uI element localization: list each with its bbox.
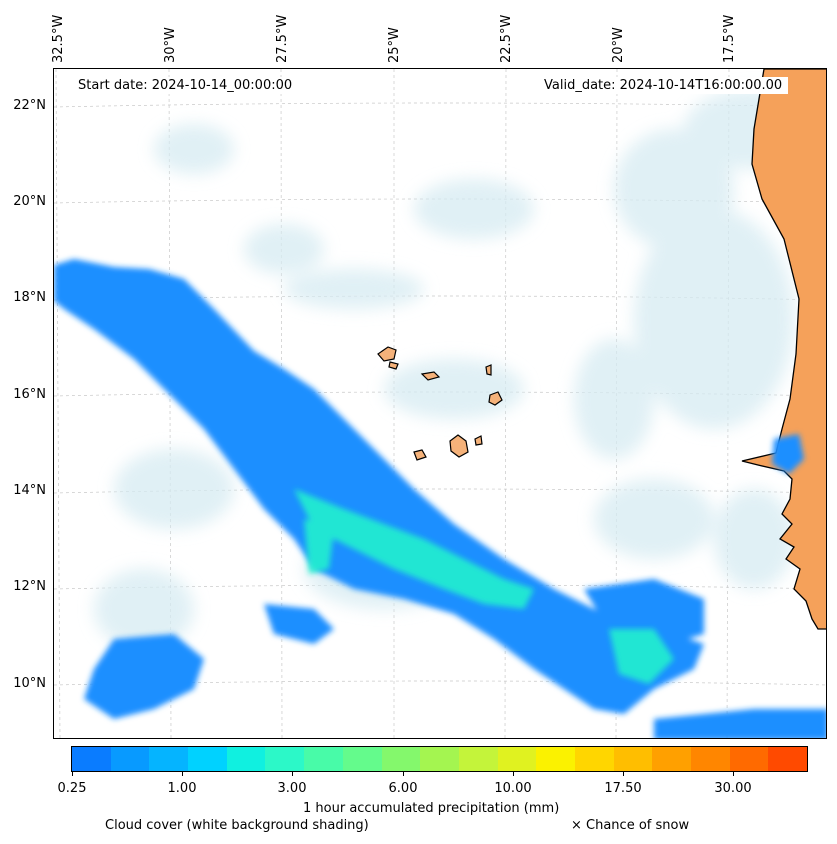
valid-date-label: Valid_date: 2024-10-14T16:00:00.00 [538, 77, 789, 94]
map-panel [53, 68, 827, 739]
cloud-cover-shading [94, 89, 824, 649]
lat-label: 18°N [13, 290, 46, 305]
colorbar-swatch [149, 747, 189, 771]
lat-label: 22°N [13, 98, 46, 113]
colorbar-swatch [574, 747, 614, 771]
lat-label: 14°N [13, 483, 46, 498]
lon-label: 25°W [387, 27, 402, 63]
colorbar-swatch [497, 747, 537, 771]
colorbar-tickmark [292, 772, 293, 776]
lon-label: 22.5°W [499, 14, 514, 63]
lon-label: 30°W [163, 27, 178, 63]
colorbar-tick-label: 0.25 [57, 781, 87, 796]
colorbar-swatch [265, 747, 305, 771]
colorbar-swatch [613, 747, 653, 771]
lon-label: 20°W [611, 27, 626, 63]
snow-legend: × Chance of snow [571, 818, 690, 833]
colorbar-swatch [304, 747, 343, 771]
precipitation-map [54, 69, 826, 738]
lat-label: 12°N [13, 579, 46, 594]
precipitation-colorbar [71, 746, 808, 772]
colorbar-tick-label: 3.00 [277, 781, 307, 796]
colorbar-tickmark [513, 772, 514, 776]
lon-label: 32.5°W [51, 14, 66, 63]
colorbar-swatch [652, 747, 691, 771]
colorbar-swatch [691, 747, 730, 771]
start-date-label: Start date: 2024-10-14_00:00:00 [72, 77, 299, 94]
lat-label: 16°N [13, 387, 46, 402]
colorbar-swatch [458, 747, 498, 771]
colorbar-tick-label: 30.00 [714, 781, 752, 796]
precipitation-band [54, 259, 826, 738]
colorbar-swatch [110, 747, 150, 771]
colorbar-swatch [420, 747, 459, 771]
colorbar-swatch [342, 747, 382, 771]
lon-label: 27.5°W [275, 14, 290, 63]
lat-label: 20°N [13, 194, 46, 209]
colorbar-tickmark [403, 772, 404, 776]
colorbar-swatch [729, 747, 769, 771]
colorbar-swatch [72, 747, 111, 771]
colorbar-tickmark [72, 772, 73, 776]
lat-label: 10°N [13, 676, 46, 691]
colorbar-tick-label: 10.00 [494, 781, 532, 796]
colorbar-tick-label: 6.00 [388, 781, 418, 796]
cabo-verde-islands [377, 346, 503, 461]
colorbar-tickmark [623, 772, 624, 776]
colorbar-tick-label: 1.00 [167, 781, 197, 796]
colorbar-label: 1 hour accumulated precipitation (mm) [303, 801, 560, 816]
colorbar-tickmark [182, 772, 183, 776]
colorbar-swatch [768, 747, 808, 771]
colorbar-swatch [381, 747, 421, 771]
cloud-cover-legend: Cloud cover (white background shading) [105, 818, 369, 833]
lon-label: 17.5°W [722, 14, 737, 63]
colorbar-tickmark [733, 772, 734, 776]
colorbar-swatch [188, 747, 227, 771]
colorbar-swatch [226, 747, 266, 771]
colorbar-swatch [536, 747, 575, 771]
colorbar-tick-label: 17.50 [604, 781, 642, 796]
